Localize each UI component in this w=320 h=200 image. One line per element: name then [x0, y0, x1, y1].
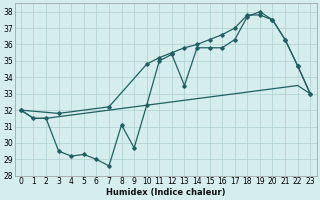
X-axis label: Humidex (Indice chaleur): Humidex (Indice chaleur): [106, 188, 225, 197]
